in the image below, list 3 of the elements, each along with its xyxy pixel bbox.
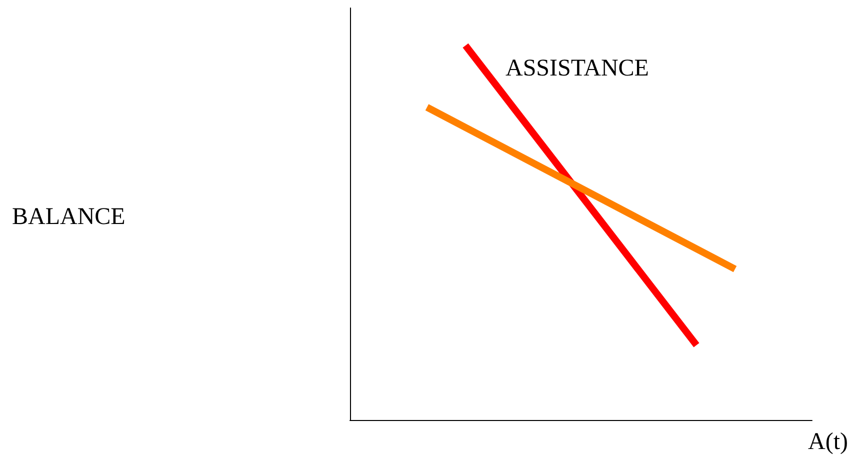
x-axis-title: A(t) <box>808 429 848 455</box>
text: BALANCE <box>12 204 126 230</box>
series-label: ASSISTANCE <box>506 55 649 82</box>
